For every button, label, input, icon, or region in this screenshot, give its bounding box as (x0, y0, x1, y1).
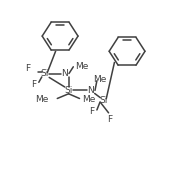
Text: Si: Si (64, 86, 73, 95)
Text: N: N (87, 86, 94, 95)
Text: N: N (61, 69, 68, 78)
Text: Me: Me (93, 75, 106, 84)
Text: F: F (31, 80, 36, 89)
Text: F: F (108, 115, 113, 124)
Text: Me: Me (82, 95, 95, 104)
Text: F: F (89, 107, 94, 116)
Text: Me: Me (35, 95, 49, 104)
Text: Si: Si (41, 69, 49, 78)
Text: Si: Si (99, 96, 108, 105)
Text: Me: Me (75, 62, 89, 71)
Text: F: F (25, 64, 30, 73)
